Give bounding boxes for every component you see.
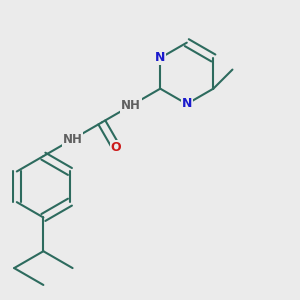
Text: NH: NH bbox=[63, 133, 82, 146]
Text: O: O bbox=[111, 141, 122, 154]
Text: NH: NH bbox=[121, 99, 141, 112]
Text: N: N bbox=[182, 98, 192, 110]
Text: N: N bbox=[155, 52, 165, 64]
